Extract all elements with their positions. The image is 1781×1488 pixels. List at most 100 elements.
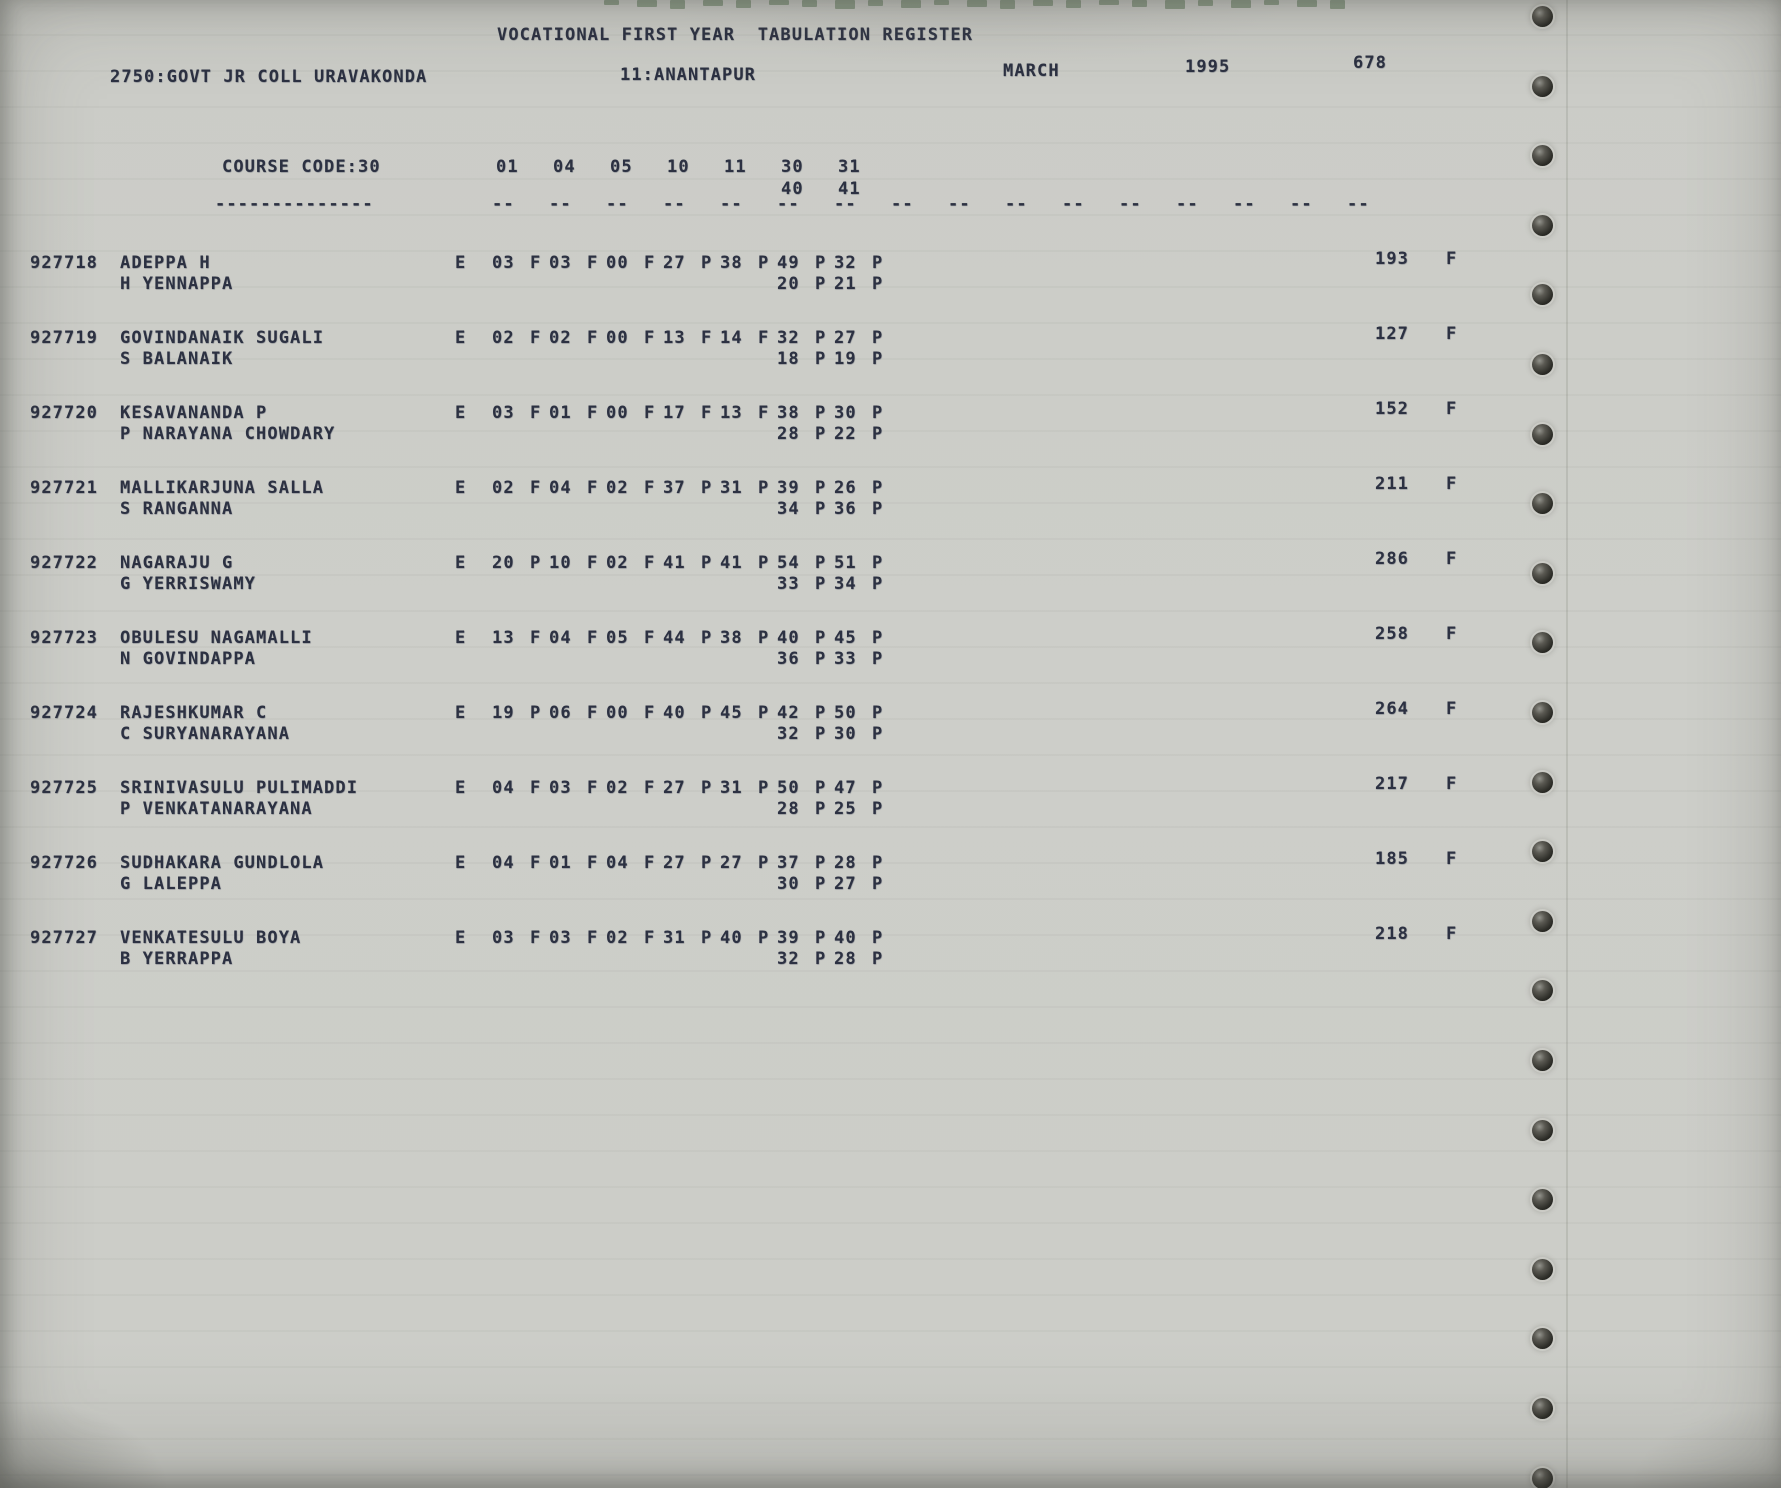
mark-grade: F (587, 703, 599, 723)
register-row: 927724 RAJESHKUMAR C E 19 P 06 F 00 F 40 P 45 P 42 P 50… (0, 699, 1781, 753)
mark-value: 33 (834, 649, 857, 669)
mark-grade: P (872, 349, 884, 369)
bleed-through-print (1264, 0, 1279, 5)
mark-value: 34 (777, 499, 800, 519)
result-flag: F (1446, 849, 1458, 869)
mark-value: 19 (834, 349, 857, 369)
reg-no: 927721 (30, 478, 99, 498)
medium-flag: E (455, 853, 467, 873)
mark-grade: F (644, 403, 656, 423)
subject-code-header: 11 (724, 157, 747, 177)
mark-grade: F (530, 478, 542, 498)
report-title: VOCATIONAL FIRST YEAR TABULATION REGISTE… (497, 25, 974, 45)
punched-hole (1532, 1258, 1553, 1280)
mark-value: 34 (834, 574, 857, 594)
mark-value: 00 (606, 403, 629, 423)
mark-value: 38 (720, 628, 743, 648)
mark-grade: P (872, 424, 884, 444)
column-underline: -- (1119, 194, 1142, 214)
mark-grade: P (872, 928, 884, 948)
punched-hole (1532, 6, 1553, 27)
mark-grade: P (872, 628, 884, 648)
mark-value: 31 (720, 478, 743, 498)
mark-grade: P (701, 253, 713, 273)
total-marks: 152 (1375, 399, 1410, 419)
mark-value: 31 (720, 778, 743, 798)
column-underline: -- (1062, 194, 1085, 214)
column-underline: -- (549, 194, 572, 214)
mark-value: 13 (663, 328, 686, 348)
mark-value: 40 (663, 703, 686, 723)
student-name: MALLIKARJUNA SALLA (120, 478, 325, 498)
bleed-through-print (1198, 0, 1213, 6)
mark-grade: F (644, 328, 656, 348)
mark-grade: F (530, 928, 542, 948)
mark-value: 50 (834, 703, 857, 723)
mark-grade: F (587, 778, 599, 798)
mark-value: 03 (492, 253, 515, 273)
student-name: RAJESHKUMAR C (120, 703, 268, 723)
result-flag: F (1446, 774, 1458, 794)
mark-value: 22 (834, 424, 857, 444)
mark-value: 50 (777, 778, 800, 798)
bleed-through-print (868, 0, 883, 6)
college-name: 2750:GOVT JR COLL URAVAKONDA (110, 67, 428, 87)
reg-no: 927725 (30, 778, 99, 798)
mark-grade: P (530, 553, 542, 573)
bleed-through-print (1165, 0, 1185, 9)
mark-grade: P (701, 853, 713, 873)
student-name: OBULESU NAGAMALLI (120, 628, 313, 648)
punched-hole (1532, 632, 1553, 654)
mark-value: 06 (549, 703, 572, 723)
course-code-label: COURSE CODE:30 (222, 157, 381, 177)
mark-grade: P (872, 274, 884, 294)
guardian-name: P NARAYANA CHOWDARY (120, 424, 336, 444)
total-marks: 211 (1375, 474, 1410, 494)
mark-grade: P (815, 928, 827, 948)
mark-value: 30 (834, 403, 857, 423)
mark-value: 40 (834, 928, 857, 948)
mark-grade: P (815, 724, 827, 744)
mark-grade: P (815, 628, 827, 648)
mark-value: 25 (834, 799, 857, 819)
column-underline: -- (1233, 194, 1256, 214)
mark-value: 03 (492, 403, 515, 423)
mark-grade: P (701, 928, 713, 948)
column-underline: -- (1176, 194, 1199, 214)
column-underline: -- (492, 194, 515, 214)
punched-hole (1532, 1050, 1553, 1071)
mark-value: 26 (834, 478, 857, 498)
medium-flag: E (455, 778, 467, 798)
bleed-through-print (670, 0, 685, 9)
bleed-through-print (1297, 0, 1317, 7)
mark-grade: P (815, 778, 827, 798)
mark-grade: F (758, 328, 770, 348)
student-name: VENKATESULU BOYA (120, 928, 302, 948)
mark-value: 02 (606, 778, 629, 798)
mark-value: 20 (777, 274, 800, 294)
reg-no: 927718 (30, 253, 99, 273)
result-flag: F (1446, 549, 1458, 569)
mark-grade: F (587, 628, 599, 648)
reg-no: 927720 (30, 403, 99, 423)
result-flag: F (1446, 624, 1458, 644)
medium-flag: E (455, 478, 467, 498)
bleed-through-print (967, 0, 987, 7)
mark-value: 02 (549, 328, 572, 348)
total-marks: 286 (1375, 549, 1410, 569)
bleed-through-print (1000, 0, 1015, 9)
mark-grade: P (701, 553, 713, 573)
bleed-through-print (736, 0, 751, 8)
mark-grade: P (872, 253, 884, 273)
bleed-through-print (637, 0, 657, 7)
column-underline: -- (1347, 194, 1370, 214)
mark-grade: P (758, 553, 770, 573)
subject-code-header: 31 (838, 157, 861, 177)
punched-hole (1532, 1467, 1553, 1488)
punched-hole (1532, 493, 1553, 515)
reg-no: 927727 (30, 928, 99, 948)
mark-value: 20 (492, 553, 515, 573)
reg-no: 927722 (30, 553, 99, 573)
mark-grade: P (758, 778, 770, 798)
punched-hole (1532, 910, 1553, 932)
